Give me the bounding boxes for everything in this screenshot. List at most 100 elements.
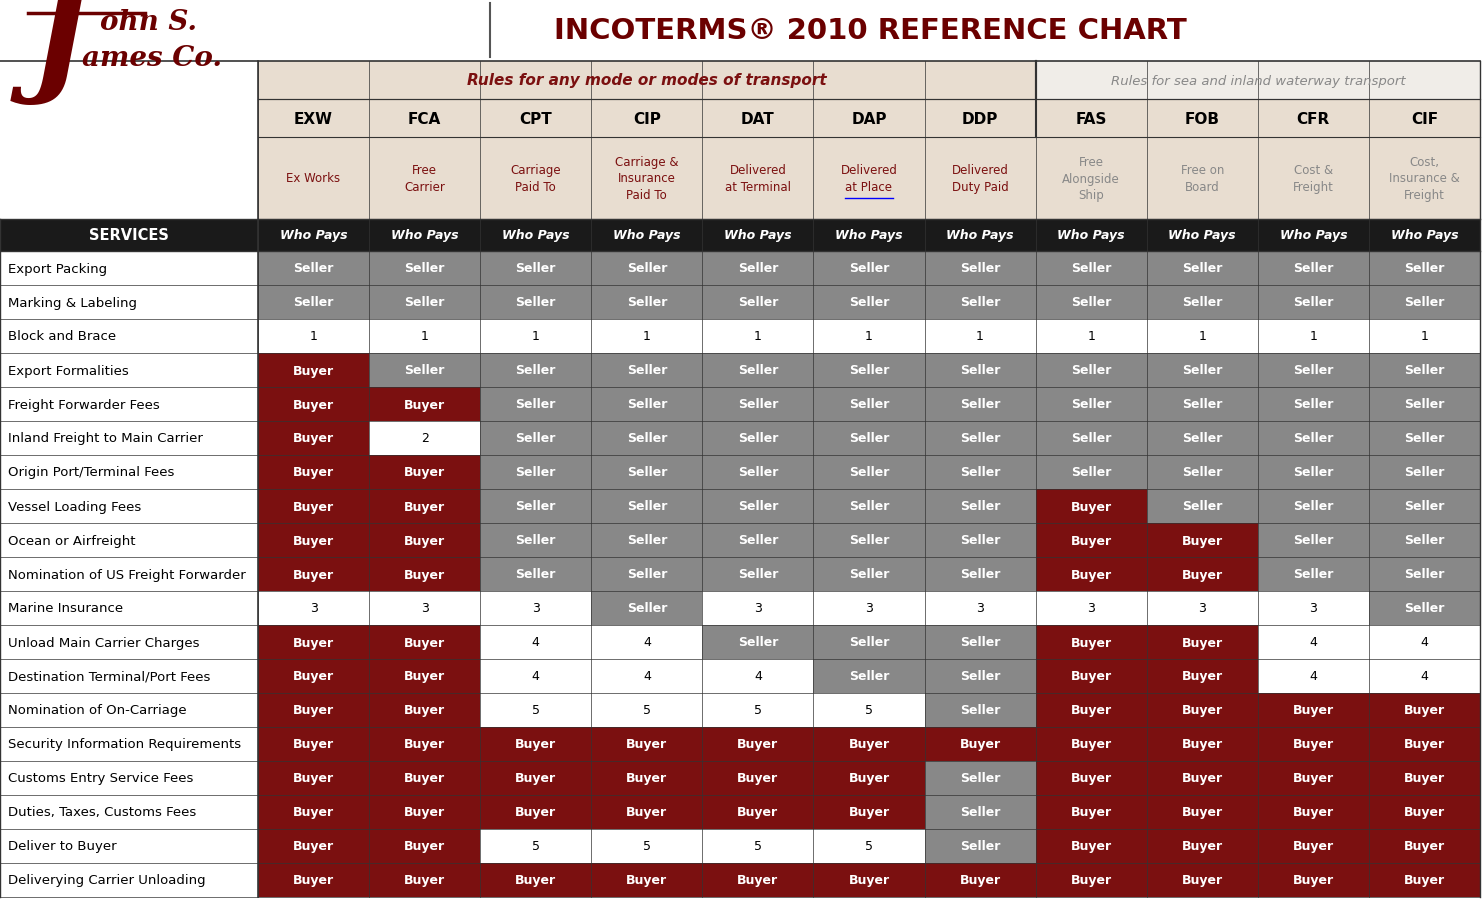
Text: Seller: Seller <box>1404 364 1444 377</box>
Text: Buyer: Buyer <box>294 534 334 547</box>
Bar <box>814 286 924 320</box>
Bar <box>592 659 703 693</box>
Text: Seller: Seller <box>737 534 779 547</box>
Text: Seller: Seller <box>737 398 779 411</box>
Bar <box>814 490 924 524</box>
Bar <box>1258 220 1369 252</box>
Text: Buyer: Buyer <box>1071 840 1112 853</box>
Bar <box>258 727 369 761</box>
Bar <box>1369 490 1480 524</box>
Text: Buyer: Buyer <box>294 398 334 411</box>
Text: Buyer: Buyer <box>960 738 1001 751</box>
Text: 4: 4 <box>532 636 540 649</box>
Text: Seller: Seller <box>960 364 1000 377</box>
Bar <box>814 761 924 795</box>
Bar <box>703 693 814 727</box>
Text: Buyer: Buyer <box>515 806 556 819</box>
Text: Seller: Seller <box>848 432 890 445</box>
Bar <box>1035 727 1146 761</box>
Text: Seller: Seller <box>1293 296 1333 309</box>
Bar <box>1146 252 1258 286</box>
Bar <box>1369 625 1480 659</box>
Bar <box>258 456 369 490</box>
Text: Buyer: Buyer <box>403 806 445 819</box>
Text: Seller: Seller <box>737 364 779 377</box>
Text: 4: 4 <box>1421 670 1428 683</box>
Text: Export Packing: Export Packing <box>7 262 107 275</box>
Text: Delivered
at Place: Delivered at Place <box>841 165 897 194</box>
Text: Seller: Seller <box>627 262 667 275</box>
Text: Seller: Seller <box>737 432 779 445</box>
Bar <box>1369 220 1480 252</box>
Bar <box>1146 354 1258 388</box>
Text: CPT: CPT <box>519 111 552 126</box>
Text: Buyer: Buyer <box>1293 738 1333 751</box>
Text: Seller: Seller <box>1182 398 1222 411</box>
Bar <box>814 388 924 422</box>
Text: Seller: Seller <box>1182 432 1222 445</box>
Bar <box>924 829 1035 863</box>
Bar <box>1146 490 1258 524</box>
Bar <box>1369 591 1480 625</box>
Bar <box>924 591 1035 625</box>
Bar <box>1035 320 1146 354</box>
Bar <box>703 591 814 625</box>
Text: Buyer: Buyer <box>1071 670 1112 683</box>
Bar <box>703 422 814 456</box>
Bar <box>703 863 814 897</box>
Text: Export Formalities: Export Formalities <box>7 364 129 377</box>
Text: Buyer: Buyer <box>1071 500 1112 513</box>
Bar <box>0 490 258 524</box>
Text: Seller: Seller <box>737 636 779 649</box>
Text: Free
Carrier: Free Carrier <box>405 165 445 194</box>
Text: Buyer: Buyer <box>1404 806 1444 819</box>
Text: 1: 1 <box>644 330 651 343</box>
Bar <box>703 320 814 354</box>
Bar <box>814 558 924 591</box>
Bar <box>924 320 1035 354</box>
Text: Seller: Seller <box>1404 398 1444 411</box>
Text: 4: 4 <box>753 670 762 683</box>
Text: Ocean or Airfreight: Ocean or Airfreight <box>7 534 135 547</box>
Text: Buyer: Buyer <box>1071 772 1112 785</box>
Text: Freight Forwarder Fees: Freight Forwarder Fees <box>7 398 160 411</box>
Bar <box>1146 558 1258 591</box>
Bar <box>592 456 703 490</box>
Text: Buyer: Buyer <box>1182 738 1223 751</box>
Bar <box>814 625 924 659</box>
Bar <box>258 829 369 863</box>
Bar <box>1035 591 1146 625</box>
Text: Buyer: Buyer <box>294 636 334 649</box>
Text: Security Information Requirements: Security Information Requirements <box>7 738 242 751</box>
Bar <box>1035 220 1146 252</box>
Bar <box>480 320 592 354</box>
Bar <box>369 456 480 490</box>
Text: 2: 2 <box>421 432 429 445</box>
Bar <box>1369 320 1480 354</box>
Bar <box>0 727 258 761</box>
Bar <box>1146 727 1258 761</box>
Text: Buyer: Buyer <box>294 670 334 683</box>
Bar <box>703 659 814 693</box>
Bar <box>592 286 703 320</box>
Bar <box>0 591 258 625</box>
Bar <box>592 422 703 456</box>
Text: Carriage &
Insurance
Paid To: Carriage & Insurance Paid To <box>615 156 679 202</box>
Text: Seller: Seller <box>627 568 667 581</box>
Bar <box>1258 795 1369 829</box>
Text: Free on
Board: Free on Board <box>1180 165 1223 194</box>
Text: Buyer: Buyer <box>294 772 334 785</box>
Text: Seller: Seller <box>960 772 1000 785</box>
Bar <box>924 422 1035 456</box>
Bar <box>0 829 258 863</box>
Text: Origin Port/Terminal Fees: Origin Port/Terminal Fees <box>7 466 175 479</box>
Text: 5: 5 <box>753 704 762 717</box>
Text: Seller: Seller <box>405 364 445 377</box>
Bar <box>1258 558 1369 591</box>
Text: Seller: Seller <box>1293 466 1333 479</box>
Text: Seller: Seller <box>848 466 890 479</box>
Text: Seller: Seller <box>848 398 890 411</box>
Text: 4: 4 <box>1421 636 1428 649</box>
Text: Delivered
at Terminal: Delivered at Terminal <box>725 165 790 194</box>
Text: Seller: Seller <box>1404 534 1444 547</box>
